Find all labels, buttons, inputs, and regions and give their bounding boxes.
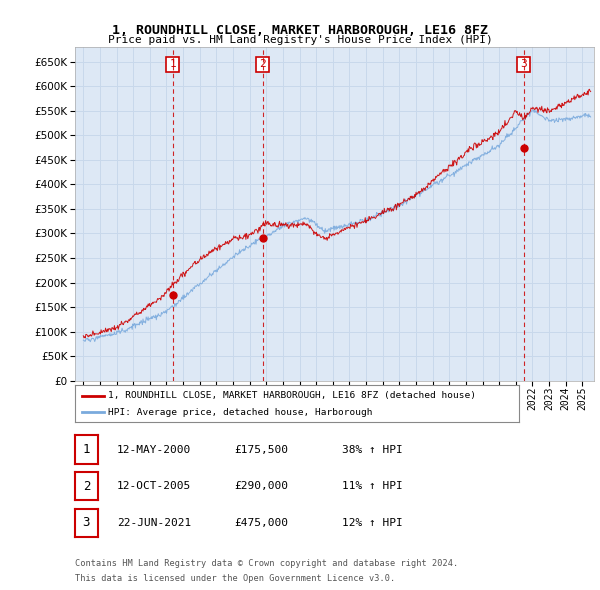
Text: Contains HM Land Registry data © Crown copyright and database right 2024.: Contains HM Land Registry data © Crown c… bbox=[75, 559, 458, 568]
Text: £475,000: £475,000 bbox=[234, 518, 288, 527]
Text: 1: 1 bbox=[83, 443, 90, 456]
Text: 2: 2 bbox=[259, 60, 266, 70]
Text: 3: 3 bbox=[83, 516, 90, 529]
Text: 3: 3 bbox=[520, 60, 527, 70]
Text: 12% ↑ HPI: 12% ↑ HPI bbox=[342, 518, 403, 527]
Text: 11% ↑ HPI: 11% ↑ HPI bbox=[342, 481, 403, 491]
Text: HPI: Average price, detached house, Harborough: HPI: Average price, detached house, Harb… bbox=[108, 408, 373, 417]
Text: 38% ↑ HPI: 38% ↑ HPI bbox=[342, 445, 403, 454]
Text: £175,500: £175,500 bbox=[234, 445, 288, 454]
Text: 1, ROUNDHILL CLOSE, MARKET HARBOROUGH, LE16 8FZ (detached house): 1, ROUNDHILL CLOSE, MARKET HARBOROUGH, L… bbox=[108, 391, 476, 400]
Text: This data is licensed under the Open Government Licence v3.0.: This data is licensed under the Open Gov… bbox=[75, 574, 395, 583]
Text: 1, ROUNDHILL CLOSE, MARKET HARBOROUGH, LE16 8FZ: 1, ROUNDHILL CLOSE, MARKET HARBOROUGH, L… bbox=[112, 24, 488, 37]
Text: 2: 2 bbox=[83, 480, 90, 493]
Text: 12-MAY-2000: 12-MAY-2000 bbox=[117, 445, 191, 454]
Text: 22-JUN-2021: 22-JUN-2021 bbox=[117, 518, 191, 527]
Text: £290,000: £290,000 bbox=[234, 481, 288, 491]
Text: Price paid vs. HM Land Registry's House Price Index (HPI): Price paid vs. HM Land Registry's House … bbox=[107, 35, 493, 45]
Text: 12-OCT-2005: 12-OCT-2005 bbox=[117, 481, 191, 491]
Text: 1: 1 bbox=[169, 60, 176, 70]
